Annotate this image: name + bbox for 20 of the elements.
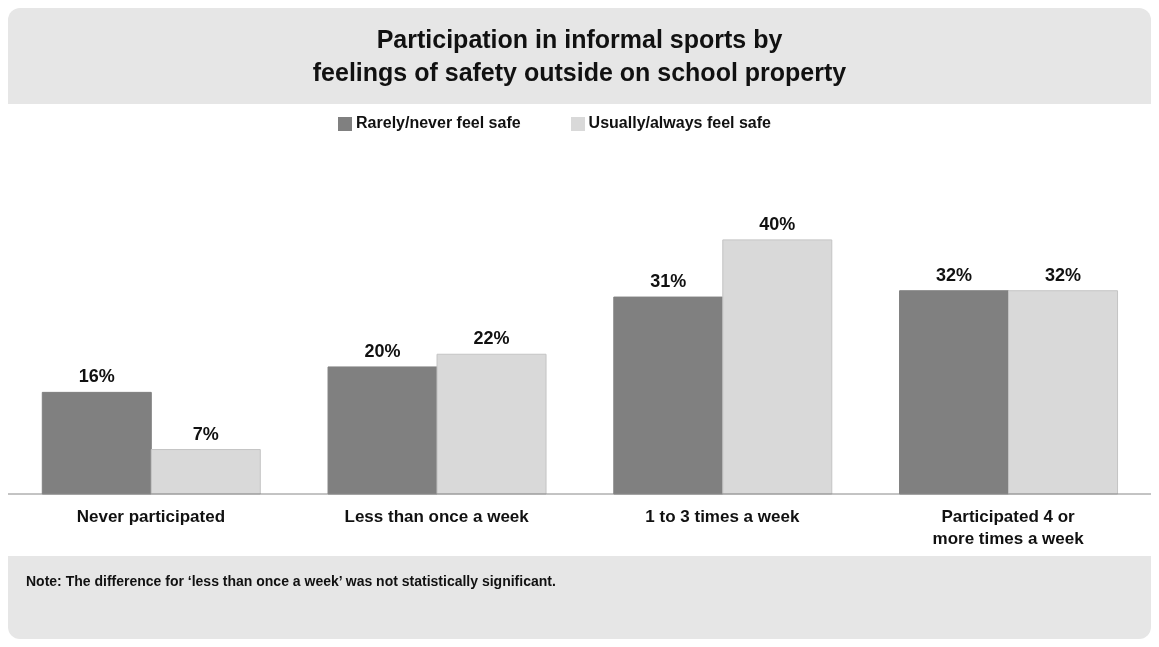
text: Note: The difference for ‘less than once a week’ was not statistically significant. bbox=[26, 573, 556, 589]
bar bbox=[436, 353, 547, 495]
legend-label: Usually/always feel safe bbox=[588, 114, 771, 131]
chart-title: Participation in informal sports by feelings of safety outside on school property bbox=[312, 24, 847, 88]
bar bbox=[722, 239, 833, 495]
data-label: 31% bbox=[650, 271, 687, 292]
x-tick-label: Participated 4 or more times a week bbox=[932, 507, 1085, 548]
bar bbox=[1008, 290, 1119, 495]
data-label: 32% bbox=[936, 264, 973, 285]
x-tick-label: 1 to 3 times a week bbox=[645, 507, 800, 526]
data-label: 22% bbox=[473, 328, 510, 349]
legend-label: Rarely/never feel safe bbox=[356, 114, 521, 131]
x-tick-label: Less than once a week bbox=[344, 507, 530, 526]
data-label: 32% bbox=[1045, 264, 1082, 285]
data-label: 40% bbox=[759, 213, 796, 234]
data-label: 20% bbox=[364, 340, 401, 361]
data-label: 16% bbox=[78, 366, 115, 387]
bar bbox=[150, 449, 261, 495]
data-label: 7% bbox=[192, 423, 219, 444]
x-tick-label: Never participated bbox=[76, 507, 226, 526]
